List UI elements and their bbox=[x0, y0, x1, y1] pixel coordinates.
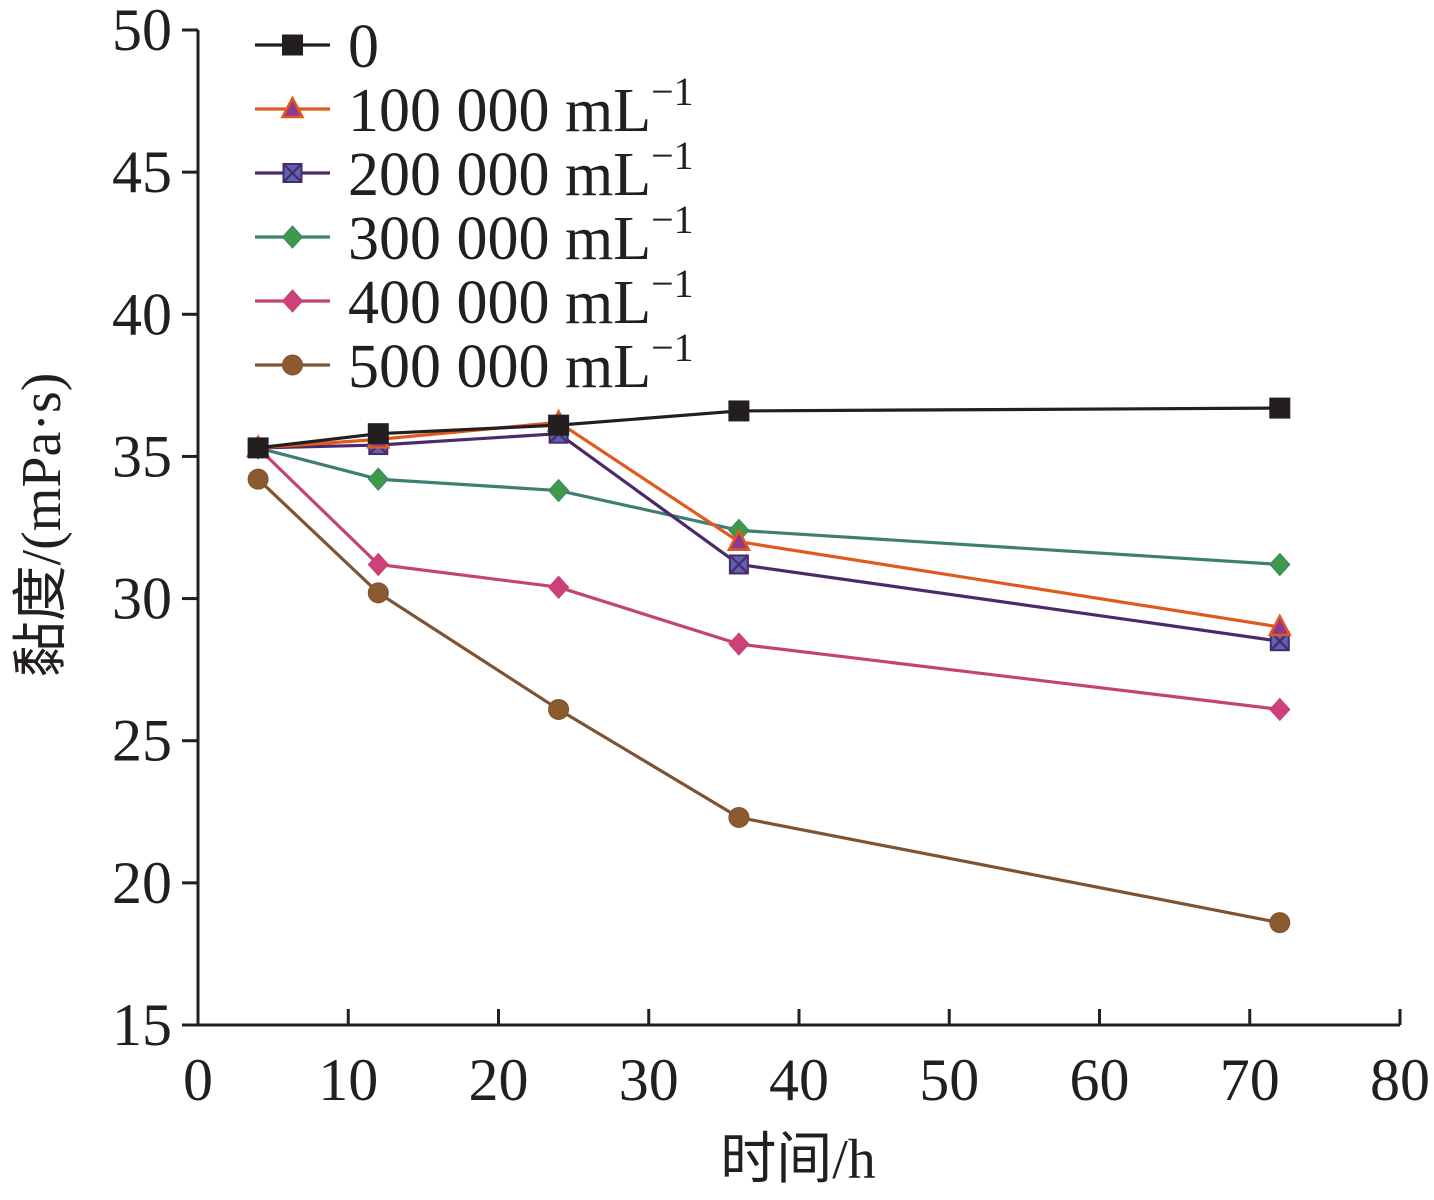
legend-label-text: 200 000 mL bbox=[348, 141, 651, 209]
legend-entry: 400 000 mL−1 bbox=[255, 261, 694, 337]
data-point bbox=[1267, 613, 1292, 637]
x-tick-label: 50 bbox=[919, 1047, 979, 1113]
series-line bbox=[258, 432, 1281, 643]
data-point bbox=[548, 414, 570, 436]
legend-label-superscript: −1 bbox=[651, 197, 694, 242]
data-point bbox=[548, 698, 570, 720]
y-tick-label: 40 bbox=[112, 281, 172, 347]
x-tick-label: 70 bbox=[1220, 1047, 1280, 1113]
series-2 bbox=[248, 423, 1290, 652]
legend-marker-cross bbox=[282, 163, 303, 183]
y-axis-label: 黏度/(mPa·s) bbox=[11, 373, 73, 678]
series-line bbox=[257, 420, 1281, 629]
data-point bbox=[1269, 552, 1291, 577]
data-point bbox=[247, 437, 269, 459]
legend-entry: 100 000 mL−1 bbox=[255, 69, 694, 145]
series-3 bbox=[247, 436, 1291, 577]
legend-label: 400 000 mL−1 bbox=[348, 261, 694, 337]
x-axis-label: 时间/h bbox=[720, 1129, 876, 1191]
data-point bbox=[1269, 912, 1291, 934]
data-point bbox=[728, 554, 749, 575]
data-point bbox=[728, 632, 750, 656]
legend-label: 500 000 mL−1 bbox=[348, 325, 694, 401]
y-tick-label: 50 bbox=[112, 0, 172, 63]
series-0 bbox=[247, 397, 1291, 459]
data-point bbox=[367, 582, 389, 604]
legend-entry: 200 000 mL−1 bbox=[255, 133, 694, 209]
data-point bbox=[1269, 397, 1291, 419]
y-tick-label: 45 bbox=[112, 139, 172, 205]
data-point bbox=[728, 400, 750, 422]
x-tick-label: 20 bbox=[469, 1047, 529, 1113]
data-point bbox=[247, 468, 269, 490]
x-tick-label: 60 bbox=[1070, 1047, 1130, 1113]
data-point bbox=[547, 478, 570, 503]
data-point bbox=[726, 528, 751, 551]
legend-entry: 0 bbox=[255, 13, 379, 81]
legend-label-text: 100 000 mL bbox=[348, 77, 651, 145]
data-point bbox=[367, 552, 389, 577]
x-tick-label: 30 bbox=[619, 1047, 679, 1113]
y-tick-label: 25 bbox=[112, 708, 172, 774]
legend-marker bbox=[281, 289, 304, 313]
y-tick-label: 20 bbox=[112, 850, 172, 916]
data-point bbox=[367, 423, 389, 445]
legend-label-text: 0 bbox=[348, 13, 379, 81]
legend-label: 0 bbox=[348, 13, 379, 81]
legend-entry: 500 000 mL−1 bbox=[255, 325, 694, 401]
legend-label-superscript: −1 bbox=[651, 325, 694, 370]
legend-label-text: 400 000 mL bbox=[348, 269, 651, 337]
legend-label-text: 300 000 mL bbox=[348, 205, 651, 273]
x-tick-label: 40 bbox=[769, 1047, 829, 1113]
legend-label: 200 000 mL−1 bbox=[348, 133, 694, 209]
data-point bbox=[728, 806, 750, 828]
y-tick-label: 30 bbox=[112, 566, 172, 632]
legend-label: 300 000 mL−1 bbox=[348, 197, 694, 273]
series-line bbox=[256, 446, 1280, 712]
data-point-cross bbox=[729, 554, 749, 575]
legend-marker bbox=[281, 225, 304, 249]
data-point bbox=[1269, 697, 1291, 722]
y-tick-label: 15 bbox=[112, 992, 172, 1058]
series-5 bbox=[247, 468, 1291, 934]
data-point bbox=[367, 467, 389, 491]
series-layer bbox=[246, 397, 1292, 934]
legend-label-superscript: −1 bbox=[651, 69, 694, 114]
legend-marker bbox=[280, 95, 305, 119]
x-tick-label: 10 bbox=[318, 1047, 378, 1113]
legend-marker bbox=[282, 34, 303, 56]
legend-marker bbox=[282, 163, 303, 183]
legend-entry: 300 000 mL−1 bbox=[255, 197, 694, 273]
x-tick-label: 80 bbox=[1370, 1047, 1430, 1113]
legend-label: 100 000 mL−1 bbox=[348, 69, 694, 145]
legend-label-superscript: −1 bbox=[651, 261, 694, 306]
axes: 15 20 25 30 35 40 45 50 0 10 20 30 40 50 60 70 80 bbox=[112, 0, 1430, 1113]
x-tick-label: 0 bbox=[183, 1047, 213, 1113]
legend-label-superscript: −1 bbox=[651, 133, 694, 178]
legend-marker bbox=[282, 354, 303, 376]
y-tick-label: 35 bbox=[112, 423, 172, 489]
legend-label-text: 500 000 mL bbox=[348, 333, 651, 401]
data-point bbox=[547, 575, 570, 599]
